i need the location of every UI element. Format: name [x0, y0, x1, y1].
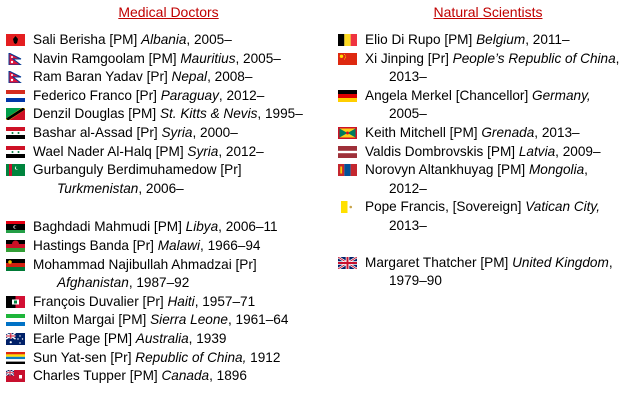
- list-item: Pope Francis, [Sovereign] Vatican City, 2…: [338, 198, 638, 235]
- list-item: Keith Mitchell [PM] Grenada, 2013–: [338, 124, 638, 143]
- mongolia-flag-icon: [338, 164, 357, 177]
- list-item: Ram Baran Yadav [Pr] Nepal, 2008–: [6, 68, 331, 87]
- list-item: Valdis Dombrovskis [PM] Latvia, 2009–: [338, 143, 638, 162]
- vatican-flag-icon: [338, 201, 357, 214]
- list-item: Denzil Douglas [PM] St. Kitts & Nevis, 1…: [6, 105, 331, 124]
- haiti-flag-icon: [6, 295, 25, 308]
- list-item: François Duvalier [Pr] Haiti, 1957–71: [6, 293, 331, 312]
- list-item: Hastings Banda [Pr] Malawi, 1966–94: [6, 237, 331, 256]
- malawi-flag-icon: [6, 239, 25, 252]
- grenada-flag-icon: [338, 126, 357, 139]
- roc-beiyang-flag-icon: [6, 351, 25, 364]
- syria-flag-icon: [6, 126, 25, 139]
- albania-flag-icon: [6, 34, 25, 46]
- china-flag-icon: [338, 52, 357, 65]
- list-item: Milton Margai [PM] Sierra Leone, 1961–64: [6, 311, 331, 330]
- canada-red-ensign-flag-icon: [6, 370, 25, 383]
- uk-flag-icon: [338, 256, 357, 269]
- nepal-flag-icon: [8, 52, 22, 65]
- list-item: Charles Tupper [PM] Canada, 1896: [6, 367, 331, 386]
- paraguay-flag-icon: [6, 89, 25, 102]
- natural-scientists-heading: Natural Scientists: [433, 4, 543, 20]
- germany-flag-icon: [338, 89, 357, 102]
- list-item: Baghdadi Mahmudi [PM] Libya, 2006–11: [6, 218, 331, 237]
- medical-doctors-column: Medical Doctors Sali Berisha [PM] Albani…: [6, 0, 331, 386]
- list-item: Xi Jinping [Pr] People’s Republic of Chi…: [338, 50, 638, 87]
- list-item: Mohammad Najibullah Ahmadzai [Pr] Afghani…: [6, 256, 331, 293]
- turkmenistan-flag-icon: [6, 164, 25, 177]
- list-item: Navin Ramgoolam [PM] Mauritius, 2005–: [6, 50, 331, 69]
- nepal-flag-icon: [8, 71, 22, 84]
- syria-flag-icon: [6, 145, 25, 158]
- belgium-flag-icon: [338, 34, 357, 46]
- medical-doctors-heading: Medical Doctors: [118, 4, 219, 20]
- list-item: Sun Yat-sen [Pr] Republic of China, 1912: [6, 349, 331, 368]
- list-item: Wael Nader Al-Halq [PM] Syria, 2012–: [6, 143, 331, 162]
- list-item: Norovyn Altankhuyag [PM] Mongolia, 2012–: [338, 161, 638, 198]
- libya-flag-icon: [6, 221, 25, 234]
- list-item: Federico Franco [Pr] Paraguay, 2012–: [6, 87, 331, 106]
- list-item: Elio Di Rupo [PM] Belgium, 2011–: [338, 31, 638, 50]
- list-item: Bashar al-Assad [Pr] Syria, 2000–: [6, 124, 331, 143]
- list-item: Sali Berisha [PM] Albania, 2005–: [6, 31, 331, 50]
- list-item: Margaret Thatcher [PM] United Kingdom, 19…: [338, 254, 638, 291]
- natural-scientists-column: Natural Scientists Elio Di Rupo [PM] Bel…: [338, 0, 638, 291]
- sierra-leone-flag-icon: [6, 314, 25, 327]
- afghanistan-flag-icon: [6, 258, 25, 271]
- list-item: Earle Page [PM] Australia, 1939: [6, 330, 331, 349]
- australia-flag-icon: [6, 332, 25, 345]
- list-item: Angela Merkel [Chancellor] Germany, 2005–: [338, 87, 638, 124]
- st-kitts-nevis-flag-icon: [6, 108, 25, 121]
- latvia-flag-icon: [338, 145, 357, 158]
- list-item: Gurbanguly Berdimuhamedow [Pr] Turkmenist…: [6, 161, 331, 198]
